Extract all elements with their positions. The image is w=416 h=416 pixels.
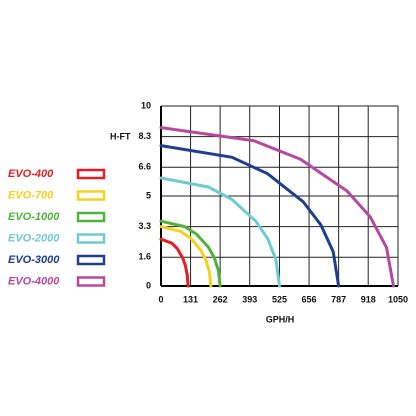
series-line: [159, 144, 341, 288]
legend-label: EVO-3000: [8, 254, 60, 266]
x-tick-label: 656: [302, 294, 317, 304]
x-tick-label: 0: [158, 294, 163, 304]
legend-label: EVO-1000: [8, 211, 60, 223]
y-tick-label: 10: [141, 100, 151, 110]
x-tick-label: 525: [272, 294, 287, 304]
y-tick-label: 0: [146, 280, 151, 290]
legend-swatch: [76, 233, 106, 244]
y-tick-label: 5: [146, 190, 151, 200]
x-tick-label: 787: [331, 294, 346, 304]
legend-swatch: [76, 211, 106, 223]
x-tick-label: 131: [183, 294, 198, 304]
x-tick-label: 262: [213, 294, 228, 304]
x-tick-label: 393: [242, 294, 257, 304]
y-tick-label: 1.6: [138, 252, 151, 262]
legend-swatch: [76, 168, 106, 180]
legend-swatch: [76, 276, 106, 287]
series-line: [159, 237, 190, 288]
x-axis-label: GPH/H: [266, 314, 295, 324]
y-tick-label: 8.3: [138, 131, 151, 141]
x-tick-label: 918: [361, 294, 376, 304]
legend-label: EVO-2000: [8, 232, 60, 244]
series-line: [159, 225, 213, 288]
x-tick-label: 1050: [388, 294, 408, 304]
legend-label: EVO-4000: [8, 275, 60, 287]
series-line: [159, 126, 395, 288]
series-line: [159, 219, 222, 288]
y-tick-label: 3.3: [138, 221, 151, 231]
legend-swatch: [76, 190, 106, 201]
y-tick-label: 6.6: [138, 162, 151, 172]
series-line: [159, 176, 281, 288]
legend-label: EVO-700: [8, 189, 54, 201]
legend-swatch: [76, 254, 106, 266]
legend-label: EVO-400: [8, 168, 54, 180]
y-axis-label: H-FT: [110, 131, 131, 141]
